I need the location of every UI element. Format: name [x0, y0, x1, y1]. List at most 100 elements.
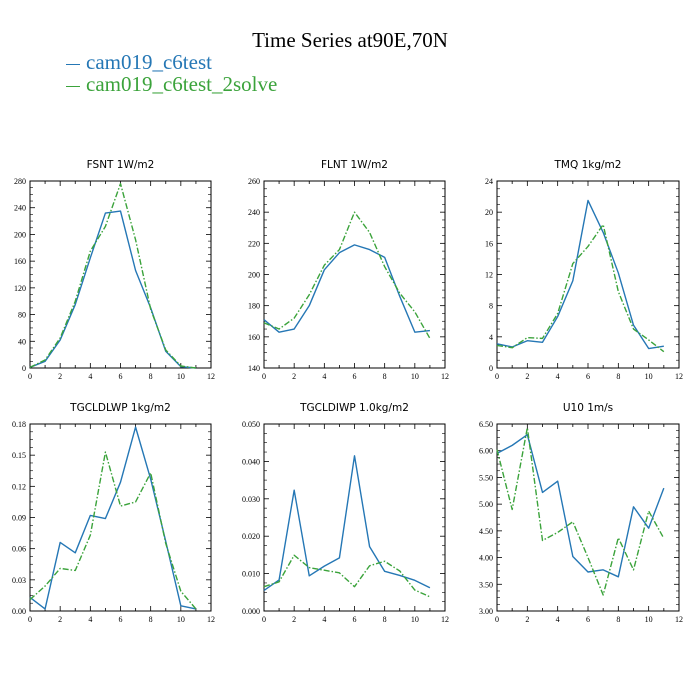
series-line-cam019-c6test — [496, 199, 664, 350]
legend-line-swatch — [66, 63, 80, 65]
y-tick-label: 3.00 — [479, 607, 493, 616]
y-tick-label: 4 — [489, 333, 493, 342]
x-tick-label: 4 — [322, 615, 326, 624]
y-tick-label: 0.010 — [242, 570, 260, 579]
y-tick-label: 5.50 — [479, 473, 493, 482]
series-line-cam019-c6test — [496, 433, 665, 578]
subplot-6: U10 1m/s 0 2 4 6 8 10 12 3.00 3.50 4.00 4.50 5.00 5.5… — [479, 402, 683, 624]
x-tick-label: 4 — [556, 372, 560, 381]
series-line-cam019-c6test-2solve — [29, 182, 197, 369]
y-tick-label: 0.18 — [12, 420, 26, 429]
x-tick-label: 6 — [353, 372, 357, 381]
subplot-title: FLNT 1W/m2 — [321, 159, 388, 171]
x-tick-label: 12 — [207, 372, 215, 381]
legend-label: cam019_c6test_2solve — [86, 72, 278, 96]
series-line-cam019-c6test — [29, 426, 197, 610]
x-tick-label: 0 — [495, 372, 499, 381]
y-tick-label: 6.50 — [479, 420, 493, 429]
y-tick-label: 6.00 — [479, 447, 493, 456]
subplot-title: TGCLDLWP 1kg/m2 — [69, 402, 171, 414]
x-tick-label: 8 — [149, 615, 153, 624]
legend-label: cam019_c6test — [86, 50, 212, 74]
x-tick-label: 2 — [58, 372, 62, 381]
y-tick-label: 200 — [248, 271, 260, 280]
y-tick-label: 240 — [248, 208, 260, 217]
legend-item-cam019-c6test-2solve: cam019_c6test_2solve — [66, 72, 277, 97]
subplot-5: TGCLDIWP 1.0kg/m2 0 2 4 6 8 10 12 0.000 0.010 0.02… — [242, 402, 449, 624]
x-tick-label: 2 — [58, 615, 62, 624]
y-tick-label: 8 — [489, 302, 493, 311]
x-tick-label: 2 — [525, 372, 529, 381]
x-tick-label: 6 — [119, 372, 123, 381]
x-tick-label: 2 — [525, 615, 529, 624]
x-tick-label: 2 — [292, 615, 296, 624]
plot-frame — [496, 423, 680, 612]
series-line-cam019-c6test-2solve — [496, 223, 665, 353]
y-tick-label: 160 — [248, 333, 260, 342]
y-tick-label: 180 — [248, 302, 260, 311]
x-tick-label: 10 — [645, 615, 653, 624]
subplot-4: TGCLDLWP 1kg/m2 0 2 4 6 8 10 12 0.00 0.03 0.06 0.09… — [12, 402, 215, 624]
subplot-title: U10 1m/s — [563, 402, 613, 414]
y-tick-label: 0.050 — [242, 420, 260, 429]
x-tick-label: 12 — [675, 372, 683, 381]
y-tick-label: 120 — [14, 284, 26, 293]
x-tick-label: 8 — [383, 615, 387, 624]
y-tick-label: 260 — [248, 177, 260, 186]
y-tick-label: 0.06 — [12, 545, 26, 554]
x-tick-label: 12 — [675, 615, 683, 624]
x-tick-label: 10 — [177, 615, 185, 624]
y-tick-label: 0.040 — [242, 457, 260, 466]
x-tick-label: 0 — [262, 372, 266, 381]
y-tick-label: 5.00 — [479, 500, 493, 509]
x-tick-label: 8 — [383, 372, 387, 381]
y-tick-label: 0.15 — [12, 451, 26, 460]
x-tick-label: 4 — [88, 372, 92, 381]
y-tick-label: 240 — [14, 204, 26, 213]
x-tick-label: 6 — [353, 615, 357, 624]
subplot-2: FLNT 1W/m2 0 2 4 6 8 10 12 140 160 180 200 220 240 260 — [248, 159, 449, 381]
plot-frame — [263, 423, 446, 612]
plot-frame — [496, 180, 680, 369]
y-tick-label: 0 — [489, 364, 493, 373]
x-tick-label: 0 — [28, 615, 32, 624]
y-tick-label: 16 — [485, 239, 493, 248]
x-tick-label: 4 — [88, 615, 92, 624]
series-line-cam019-c6test — [263, 455, 431, 592]
x-tick-label: 8 — [149, 372, 153, 381]
y-tick-label: 0.12 — [12, 482, 26, 491]
plot-frame — [29, 180, 212, 369]
y-tick-label: 20 — [485, 208, 493, 217]
plot-frame — [29, 423, 212, 612]
y-tick-label: 4.00 — [479, 554, 493, 563]
y-tick-label: 0.09 — [12, 514, 26, 523]
y-tick-label: 0.03 — [12, 576, 26, 585]
y-tick-label: 24 — [485, 177, 493, 186]
y-tick-label: 140 — [248, 364, 260, 373]
y-tick-label: 80 — [18, 311, 26, 320]
x-tick-label: 8 — [616, 372, 620, 381]
y-tick-label: 280 — [14, 177, 26, 186]
series-line-cam019-c6test — [263, 244, 430, 333]
y-tick-label: 4.50 — [479, 527, 493, 536]
series-line-cam019-c6test-2solve — [263, 554, 431, 598]
series-line-cam019-c6test-2solve — [29, 451, 197, 610]
y-tick-label: 0.020 — [242, 532, 260, 541]
x-tick-label: 6 — [586, 615, 590, 624]
series-line-cam019-c6test-2solve — [263, 211, 431, 339]
plot-frame — [263, 180, 446, 369]
x-tick-label: 10 — [645, 372, 653, 381]
subplot-title: TGCLDIWP 1.0kg/m2 — [299, 402, 409, 414]
x-tick-label: 6 — [119, 615, 123, 624]
x-tick-label: 10 — [411, 372, 419, 381]
x-tick-label: 10 — [177, 372, 185, 381]
x-tick-label: 4 — [322, 372, 326, 381]
series-line-cam019-c6test — [29, 210, 196, 369]
y-tick-label: 0 — [22, 364, 26, 373]
subplot-title: TMQ 1kg/m2 — [554, 159, 622, 171]
y-tick-label: 200 — [14, 230, 26, 239]
y-tick-label: 0.030 — [242, 495, 260, 504]
y-tick-label: 0.000 — [242, 607, 260, 616]
